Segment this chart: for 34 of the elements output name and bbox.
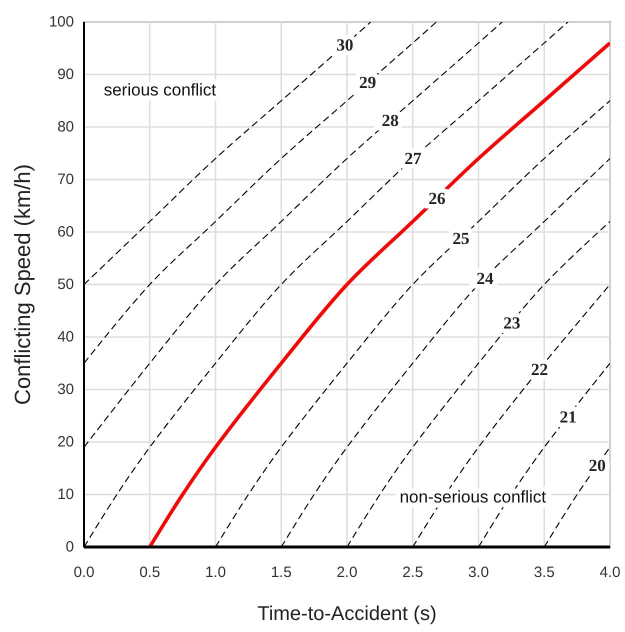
x-tick-label: 1.0 [205,564,226,581]
x-tick-label: 3.0 [468,564,489,581]
x-tick-label: 4.0 [600,564,620,581]
series-label: 20 [588,456,606,475]
series-label: 30 [336,35,354,54]
annotation: serious conflict [104,80,216,100]
series-label: 22 [531,360,548,379]
x-tick-label: 2.0 [336,564,358,581]
y-tick-label: 30 [57,381,74,398]
y-tick-label: 50 [57,276,74,293]
y-tick-label: 10 [57,486,74,503]
series-label: 27 [404,148,422,168]
y-tick-label: 60 [57,224,74,240]
y-tick-label: 0 [66,538,74,556]
series-label: 21 [560,407,577,426]
series-label: 24 [476,268,494,288]
series-label: 23 [503,314,520,333]
x-tick-label: 1.5 [270,564,292,581]
y-axis-title: Conflicting Speed (km/h) [10,164,35,405]
y-tick-label: 40 [57,328,74,346]
x-tick-label: 3.5 [534,564,555,581]
series-label: 29 [359,73,376,92]
y-tick-label: 80 [57,118,74,136]
y-tick-label: 20 [57,434,74,450]
y-tick-label: 70 [57,171,74,188]
y-tick-label: 90 [57,66,74,83]
series-label: 25 [452,228,470,248]
annotation: non-serious conflict [400,487,546,506]
series-label: 28 [382,110,399,130]
x-tick-label: 0.5 [139,564,160,581]
x-axis-title: Time-to-Accident (s) [257,603,437,625]
x-tick-label: 0.0 [74,564,94,581]
x-tick-label: 2.5 [402,564,424,581]
y-tick-label: 100 [48,14,74,30]
